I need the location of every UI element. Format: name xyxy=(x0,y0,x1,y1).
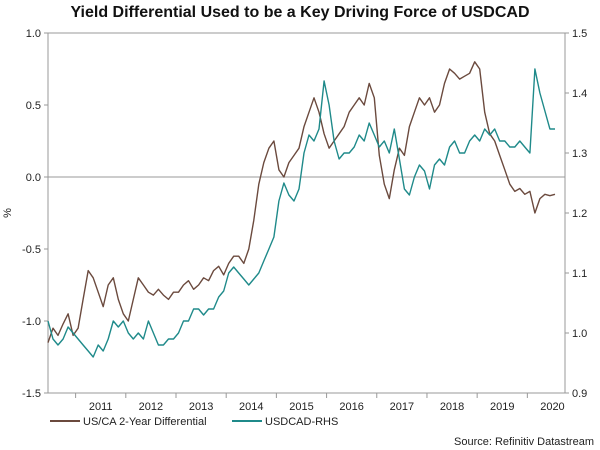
series-lines xyxy=(47,61,556,358)
x-tick-label: 2016 xyxy=(339,401,363,413)
x-tick-label: 2017 xyxy=(390,401,414,413)
legend: US/CA 2-Year Differential USDCAD-RHS xyxy=(50,416,338,428)
legend-label-usdcad: USDCAD-RHS xyxy=(265,416,338,428)
legend-label-differential: US/CA 2-Year Differential xyxy=(83,416,207,428)
left-tick-label: -1.5 xyxy=(22,388,41,400)
plot-frame xyxy=(47,32,566,394)
right-tick-label: 1.3 xyxy=(572,148,587,160)
left-tick-label: 0.0 xyxy=(26,172,41,184)
left-tick-label: -1.0 xyxy=(22,316,41,328)
right-tick-label: 1.2 xyxy=(572,208,587,220)
left-axis-ticks: 1.0 0.5 0.0 -0.5 -1.0 -1.5 xyxy=(22,28,48,400)
x-tick-label: 2020 xyxy=(540,401,564,413)
right-tick-label: 1.1 xyxy=(572,268,587,280)
series-line-usdcad xyxy=(47,68,555,358)
x-tick-label: 2018 xyxy=(440,401,464,413)
chart-title: Yield Differential Used to be a Key Driv… xyxy=(70,4,529,21)
right-tick-label: 1.5 xyxy=(572,28,587,40)
x-tick-label: 2014 xyxy=(239,401,263,413)
x-axis-ticks: 2011 2012 2013 2014 2015 2016 2017 2018 2019 2020 xyxy=(75,393,565,413)
left-tick-label: 0.5 xyxy=(26,100,41,112)
right-axis-ticks: 1.5 1.4 1.3 1.2 1.1 1.0 0.9 xyxy=(565,28,587,400)
source-note: Source: Refinitiv Datastream xyxy=(454,436,594,448)
left-tick-label: -0.5 xyxy=(22,244,41,256)
left-tick-label: 1.0 xyxy=(26,28,41,40)
x-tick-label: 2015 xyxy=(289,401,313,413)
x-tick-label: 2012 xyxy=(139,401,163,413)
x-tick-label: 2013 xyxy=(189,401,213,413)
right-tick-label: 1.0 xyxy=(572,328,587,340)
y-axis-label: % xyxy=(2,208,14,218)
x-tick-label: 2011 xyxy=(89,401,113,413)
series-line-differential xyxy=(47,61,556,343)
right-tick-label: 0.9 xyxy=(572,388,587,400)
right-tick-label: 1.4 xyxy=(572,88,587,100)
x-tick-label: 2019 xyxy=(490,401,514,413)
